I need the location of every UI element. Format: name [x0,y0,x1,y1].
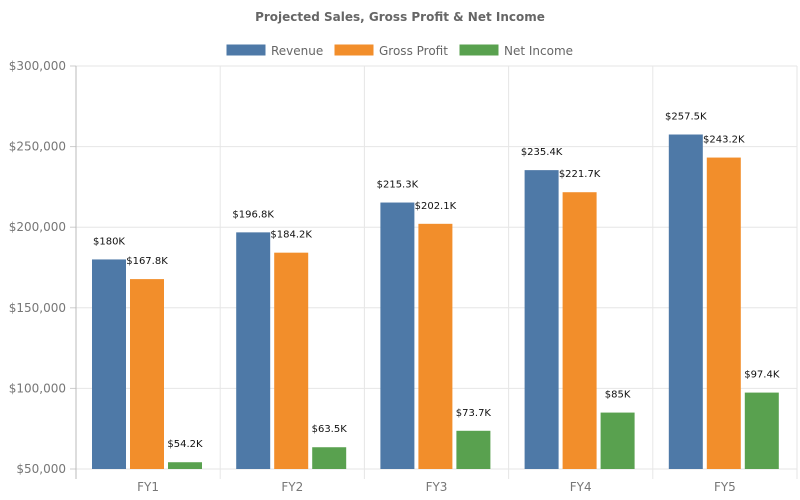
data-label: $167.8K [126,256,168,267]
bar-gross-profit [130,279,164,469]
grid [76,65,798,479]
data-label: $196.8K [232,209,274,220]
legend-label: Revenue [271,44,323,58]
y-tick-label: $100,000 [9,381,66,395]
data-label: $235.4K [521,147,563,158]
data-label: $54.2K [167,439,203,450]
bar-net-income [456,430,491,469]
x-tick-label: FY5 [714,480,736,494]
data-label: $85K [605,390,631,401]
bar-gross-profit [418,223,453,469]
bar-net-income [744,392,779,469]
data-label: $184.2K [270,230,312,241]
y-tick-label: $300,000 [9,59,66,73]
legend-swatch [225,43,267,57]
x-tick-label: FY3 [426,480,448,494]
y-tick-label: $150,000 [9,301,66,315]
data-label: $180K [93,236,125,247]
bar-net-income [600,412,635,469]
x-tick-label: FY1 [137,480,159,494]
data-label: $257.5K [665,112,707,123]
data-label: $97.4K [744,370,780,381]
x-tick-label: FY2 [281,480,303,494]
axes: $50,000 $100,000 $150,000 $200,000 $250,000 $… [9,59,736,494]
legend-label: Gross Profit [379,44,448,58]
y-tick-label: $250,000 [9,140,66,154]
bar-gross-profit [562,192,597,469]
chart-title: Projected Sales, Gross Profit & Net Inco… [255,10,545,24]
bar-net-income [312,447,347,469]
bar-gross-profit [706,157,741,470]
bar-revenue [380,202,415,469]
bars: $180K$167.8K $54.2K $196.8K $184.2K $63.5K $2… [92,112,780,470]
legend: Revenue Gross Profit Net Income [225,43,573,58]
data-label: $215.3K [377,180,419,191]
data-label: $221.7K [559,169,601,180]
bar-net-income [168,462,202,469]
legend-swatch [458,43,500,57]
y-tick-label: $200,000 [9,220,66,234]
bar-revenue [92,259,126,469]
legend-swatch [333,43,375,57]
bar-revenue [668,134,703,469]
data-label: $73.7K [456,408,492,419]
data-label: $63.5K [312,424,348,435]
x-tick-label: FY4 [570,480,592,494]
data-label: $243.2K [703,135,745,146]
bar-revenue [524,170,559,469]
data-label: $202.1K [415,201,457,212]
y-tick-label: $50,000 [16,462,66,476]
legend-label: Net Income [504,44,573,58]
bar-gross-profit [274,252,309,469]
bar-revenue [236,232,271,469]
